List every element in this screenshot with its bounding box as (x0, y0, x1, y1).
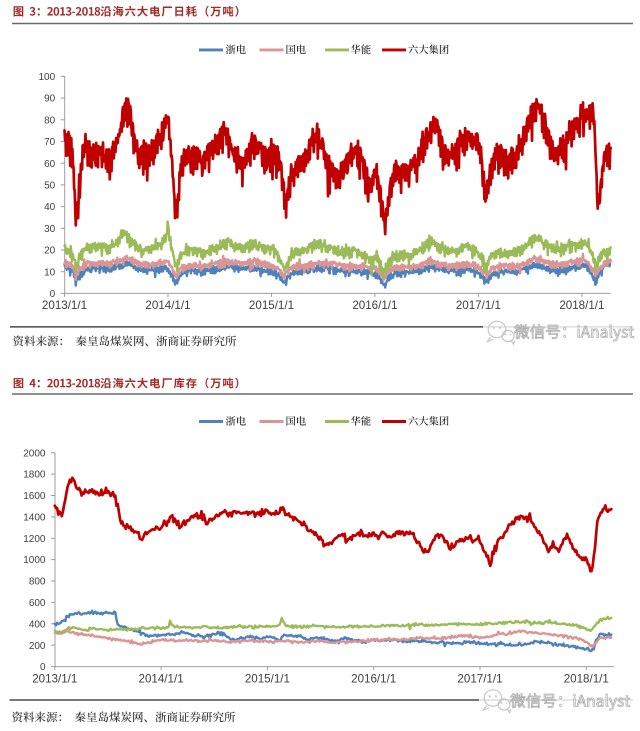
svg-text:2000: 2000 (23, 448, 46, 459)
svg-text:2017/1/1: 2017/1/1 (457, 673, 502, 686)
svg-text:30: 30 (44, 224, 56, 235)
svg-text:1000: 1000 (23, 555, 46, 566)
svg-text:10: 10 (44, 267, 56, 278)
svg-text:400: 400 (29, 619, 46, 630)
svg-text:50: 50 (44, 181, 56, 192)
svg-text:2016/1/1: 2016/1/1 (352, 299, 397, 312)
svg-text:600: 600 (29, 598, 46, 609)
svg-text:200: 200 (29, 641, 46, 652)
svg-text:2013/1/1: 2013/1/1 (42, 299, 87, 312)
svg-text:2016/1/1: 2016/1/1 (351, 673, 396, 686)
svg-text:800: 800 (29, 577, 46, 588)
svg-text:2013/1/1: 2013/1/1 (32, 673, 77, 686)
svg-text:2018/1/1: 2018/1/1 (559, 299, 604, 312)
svg-text:2015/1/1: 2015/1/1 (245, 673, 290, 686)
svg-text:2017/1/1: 2017/1/1 (456, 299, 501, 312)
svg-text:40: 40 (44, 202, 56, 213)
svg-text:2015/1/1: 2015/1/1 (249, 299, 294, 312)
svg-text:0: 0 (40, 662, 46, 673)
svg-text:2014/1/1: 2014/1/1 (139, 673, 184, 686)
svg-text:80: 80 (44, 115, 56, 126)
svg-text:60: 60 (44, 159, 56, 170)
svg-text:1800: 1800 (23, 470, 46, 481)
svg-text:2018/1/1: 2018/1/1 (564, 673, 609, 686)
svg-text:90: 90 (44, 94, 56, 105)
svg-text:0: 0 (50, 289, 56, 300)
svg-text:1600: 1600 (23, 491, 46, 502)
svg-text:20: 20 (44, 246, 56, 257)
svg-text:2014/1/1: 2014/1/1 (145, 299, 190, 312)
svg-text:100: 100 (39, 72, 56, 83)
svg-text:70: 70 (44, 137, 56, 148)
svg-text:1400: 1400 (23, 513, 46, 524)
svg-text:1200: 1200 (23, 534, 46, 545)
